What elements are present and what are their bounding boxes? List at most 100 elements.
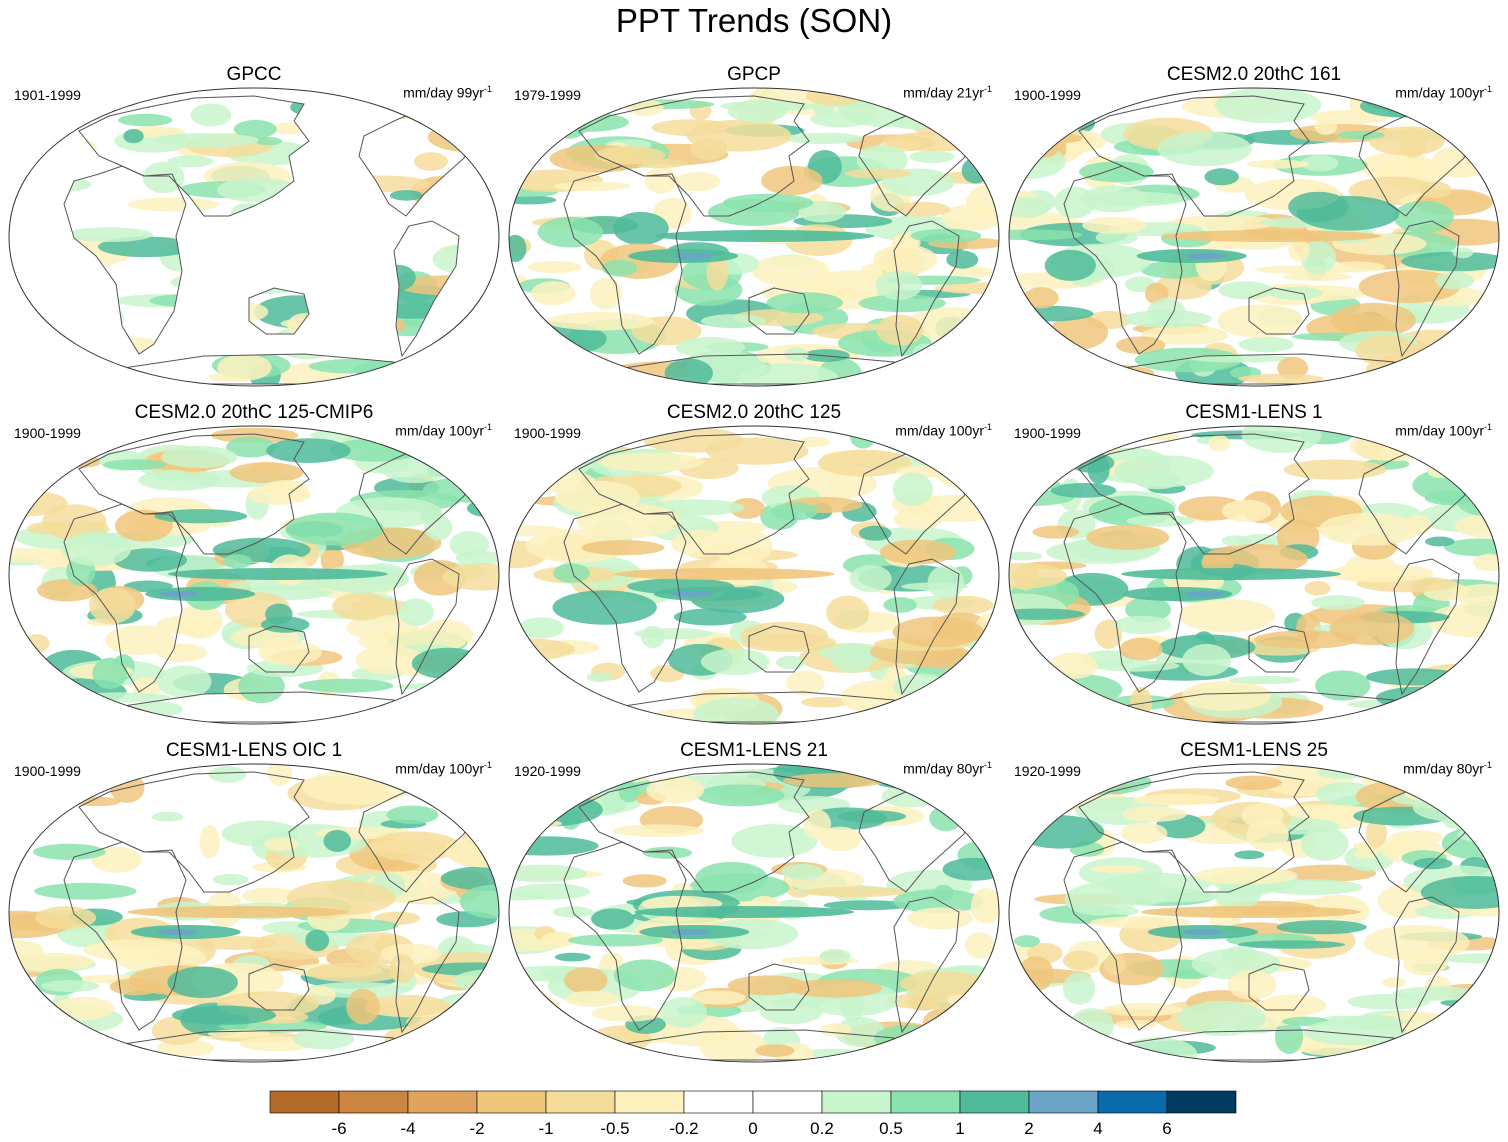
trend-patch [936,373,990,384]
trend-patch [398,598,434,626]
trend-patch [66,135,88,164]
panel-period: 1900-1999 [14,425,81,441]
trend-patch [455,227,474,247]
equatorial-band [127,906,348,918]
trend-patch [218,301,269,322]
trend-patch [613,824,705,837]
panel-period: 1900-1999 [514,425,581,441]
trend-patch [1204,168,1239,186]
trend-patch [826,595,870,630]
trend-patch [731,824,818,858]
trend-patch [434,1009,499,1037]
trend-patch [1260,994,1327,1017]
equatorial-band [145,587,256,601]
trend-patch [527,261,582,273]
trend-patch [952,1006,999,1034]
map-border [1008,87,1500,387]
trend-patch [442,1040,466,1051]
trend-patch [771,502,818,521]
trend-patch [1440,677,1499,692]
trend-patch [916,433,968,448]
coastline-australia [1248,287,1310,335]
trend-patch [1355,335,1418,366]
robinson-map [1008,763,1500,1063]
trend-patch [819,949,851,963]
trend-patch [1274,1019,1304,1055]
trend-patch [879,539,956,565]
equatorial-core [673,253,714,259]
colorbar-swatch [407,1090,478,1114]
trend-patch [1430,1016,1499,1052]
trend-patch [414,152,448,171]
colorbar-label: 0 [748,1119,757,1138]
trend-patch [564,967,608,994]
coastline-eurasia [1078,433,1310,555]
colorbar-swatch [614,1090,685,1114]
trend-patch [761,165,823,196]
colorbar-swatch [890,1090,961,1114]
panel-units: mm/day 100yr-1 [1395,84,1492,101]
coastline-greenland [401,769,443,795]
trend-patch [35,906,97,930]
trend-patch [153,133,259,148]
trend-patch [920,782,999,792]
panel-title: CESM1-LENS OIC 1 [165,740,343,761]
trend-patch [64,114,83,130]
trend-patch [344,290,381,309]
panel-units: mm/day 100yr-1 [1395,422,1492,439]
trend-patch [525,1027,592,1039]
trend-patch [855,1045,950,1062]
trend-patch [1125,596,1171,622]
colorbar-label: 2 [1024,1119,1033,1138]
trend-patch [509,323,547,336]
coastline-africa [63,503,187,693]
trend-patch [642,846,693,859]
trend-patch [1426,463,1454,478]
trend-patch [554,952,591,962]
trend-patch [1147,298,1186,326]
colorbar-swatch [1097,1090,1168,1114]
trend-patch [157,643,207,662]
trend-patch [659,997,708,1028]
trend-patch [1064,883,1137,916]
trend-patch [1238,373,1324,384]
robinson-map [508,425,1000,725]
coastline-australia [1248,963,1310,1011]
colorbar-swatch [752,1090,823,1114]
trend-patch [927,565,964,600]
equatorial-band [1121,568,1341,580]
trend-patch [157,665,212,698]
trend-patch [290,99,330,116]
trend-patch [1326,564,1434,583]
panel-period: 1900-1999 [1014,425,1081,441]
trend-patch [161,445,238,469]
trend-patch [9,1021,66,1043]
trend-patch [386,320,431,337]
colorbar-swatch [545,1090,616,1114]
trend-patch [6,96,64,131]
trend-patch [1403,951,1448,976]
coastline-eurasia [1078,95,1310,217]
trend-patch [786,670,825,696]
map-border [8,87,500,387]
trend-patch [519,617,564,639]
trend-patch [1457,826,1499,843]
equatorial-band [1161,230,1382,242]
trend-patch [1326,261,1385,273]
trend-patch [142,161,185,194]
trend-patch [440,865,499,892]
trend-patch [801,696,850,708]
trend-patch [1050,133,1083,143]
trend-patch [1009,1047,1083,1058]
trend-patch [1439,1016,1486,1049]
trend-patch [899,773,929,789]
trend-patch [622,874,667,888]
trend-patch [1130,890,1222,903]
trend-patch [858,525,892,541]
trend-patch [565,990,620,1007]
trend-patch [932,595,994,615]
trend-patch [613,211,669,246]
colorbar-label: -0.5 [600,1119,629,1138]
trend-patch [1035,136,1059,158]
trend-patch [830,642,874,673]
